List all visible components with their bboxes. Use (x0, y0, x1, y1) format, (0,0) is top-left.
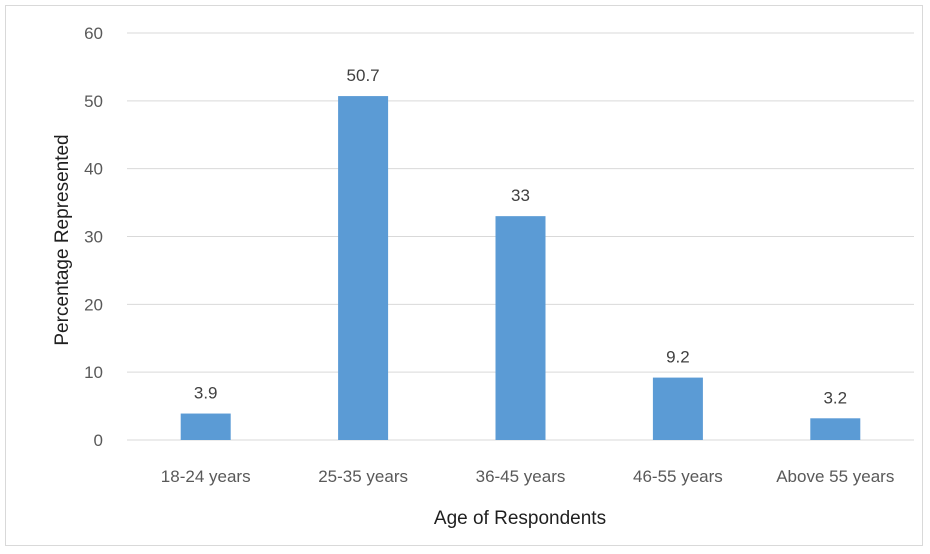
y-tick-label: 40 (84, 160, 103, 179)
chart-frame (5, 5, 923, 546)
y-tick-label: 60 (84, 24, 103, 43)
y-tick-label: 30 (84, 228, 103, 247)
bars (180, 96, 861, 441)
y-tick-labels: 0 10 20 30 40 50 60 (84, 24, 103, 450)
data-labels: 3.9 50.7 33 9.2 3.2 (194, 66, 847, 407)
x-tick-label: 25-35 years (318, 467, 408, 486)
bar-25-35-years (338, 96, 389, 441)
y-tick-label: 50 (84, 92, 103, 111)
x-tick-label: Above 55 years (776, 467, 894, 486)
y-tick-label: 20 (84, 295, 103, 314)
bar-above-55-years (810, 418, 861, 440)
bar-46-55-years (652, 377, 703, 440)
bar-36-45-years (495, 216, 546, 440)
data-label: 3.2 (823, 388, 847, 407)
x-tick-label: 36-45 years (476, 467, 566, 486)
y-tick-label: 10 (84, 363, 103, 382)
data-label: 50.7 (347, 66, 380, 85)
y-axis-title: Percentage Represented (52, 134, 73, 345)
data-label: 33 (511, 186, 530, 205)
bar-18-24-years (180, 413, 231, 440)
gridlines (127, 32, 914, 441)
x-tick-label: 46-55 years (633, 467, 723, 486)
y-tick-label: 0 (94, 431, 103, 450)
data-label: 3.9 (194, 384, 218, 403)
data-label: 9.2 (666, 348, 690, 367)
x-tick-label: 18-24 years (161, 467, 251, 486)
x-tick-labels: 18-24 years 25-35 years 36-45 years 46-55 y… (161, 467, 895, 486)
x-axis-title: Age of Respondents (434, 508, 606, 529)
